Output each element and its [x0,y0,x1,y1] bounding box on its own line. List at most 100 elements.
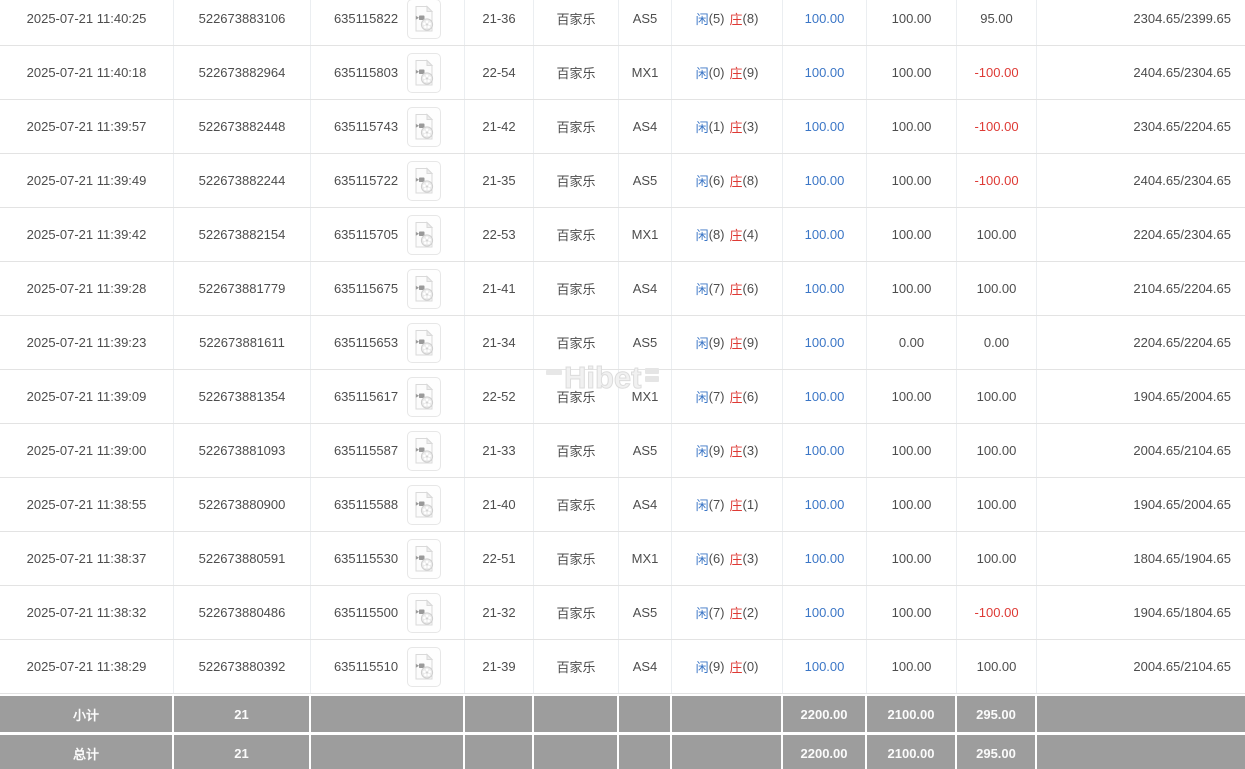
cell-bet-amount[interactable]: 100.00 [783,478,867,531]
cell-time: 2025-07-21 11:39:57 [0,100,174,153]
player-label: 闲 [695,228,709,243]
cell-game-id: 635115510 [311,640,465,693]
table-body: 2025-07-21 11:40:25 522673883106 6351158… [0,0,1245,694]
total-valid: 2100.00 [867,735,957,769]
player-score: (8) [708,227,725,242]
cell-table-code: AS5 [619,586,672,639]
cell-order-id: 522673882448 [174,100,311,153]
cell-bet-amount[interactable]: 100.00 [783,208,867,261]
cell-bet-amount[interactable]: 100.00 [783,316,867,369]
video-icon[interactable] [407,484,442,525]
video-icon[interactable] [407,592,442,633]
cell-result: 闲 (0) 庄 (9) [672,46,783,99]
video-icon[interactable] [407,160,442,201]
cell-balance: 1904.65/1804.65 [1133,605,1231,620]
cell-winloss: 100.00 [957,424,1037,477]
total-label: 总计 [0,735,174,769]
video-icon[interactable] [407,52,442,93]
subtotal-empty-cell [534,696,619,732]
cell-order-id: 522673880900 [174,478,311,531]
cell-round: 21-40 [465,478,534,531]
cell-result: 闲 (5) 庄 (8) [672,0,783,45]
cell-bet-amount[interactable]: 100.00 [783,532,867,585]
banker-score: (6) [742,281,759,296]
cell-winloss: 95.00 [957,0,1037,45]
cell-table-code: MX1 [619,208,672,261]
video-icon[interactable] [407,322,442,363]
cell-bet-amount[interactable]: 100.00 [783,640,867,693]
cell-order-id: 522673882964 [174,46,311,99]
cell-winloss: 100.00 [957,370,1037,423]
total-row: 总计 21 2200.00 2100.00 295.00 [0,735,1245,769]
table-row: 2025-07-21 11:38:29 522673880392 6351155… [0,640,1245,694]
table-row: 2025-07-21 11:39:49 522673882244 6351157… [0,154,1245,208]
cell-balance: 2004.65/2104.65 [1133,659,1231,674]
subtotal-winloss: 295.00 [957,696,1037,732]
video-icon[interactable] [407,268,442,309]
game-id-text: 635115653 [333,335,399,350]
total-empty-cell [465,735,534,769]
cell-game-type: 百家乐 [534,478,619,531]
cell-round: 22-53 [465,208,534,261]
cell-table-code: AS4 [619,478,672,531]
cell-table-code: AS4 [619,100,672,153]
player-label: 闲 [695,66,709,81]
video-icon[interactable] [407,0,442,39]
cell-round: 21-34 [465,316,534,369]
cell-valid-amount: 100.00 [867,532,957,585]
game-id-text: 635115803 [333,65,399,80]
video-icon[interactable] [407,106,442,147]
player-label: 闲 [695,390,709,405]
cell-bet-amount[interactable]: 100.00 [783,0,867,45]
cell-bet-amount[interactable]: 100.00 [783,46,867,99]
banker-label: 庄 [729,606,743,621]
cell-table-code: AS5 [619,316,672,369]
cell-bet-amount[interactable]: 100.00 [783,100,867,153]
video-icon[interactable] [407,376,442,417]
cell-balance: 1804.65/1904.65 [1133,551,1231,566]
cell-round: 22-54 [465,46,534,99]
player-score: (6) [708,173,725,188]
cell-balance: 2404.65/2304.65 [1133,173,1231,188]
cell-bet-amount[interactable]: 100.00 [783,586,867,639]
video-icon[interactable] [407,646,442,687]
cell-winloss: 100.00 [957,262,1037,315]
cell-game-type: 百家乐 [534,46,619,99]
cell-order-id: 522673880486 [174,586,311,639]
cell-table-code: MX1 [619,370,672,423]
cell-balance: 2204.65/2304.65 [1133,227,1231,242]
video-icon[interactable] [407,430,442,471]
cell-winloss: -100.00 [957,154,1037,207]
banker-label: 庄 [729,282,743,297]
cell-time: 2025-07-21 11:40:25 [0,0,174,45]
cell-time: 2025-07-21 11:39:00 [0,424,174,477]
total-empty-cell [1037,735,1245,769]
cell-order-id: 522673880392 [174,640,311,693]
cell-time: 2025-07-21 11:39:23 [0,316,174,369]
banker-label: 庄 [729,390,743,405]
cell-time: 2025-07-21 11:40:18 [0,46,174,99]
cell-time: 2025-07-21 11:39:49 [0,154,174,207]
cell-result: 闲 (6) 庄 (3) [672,532,783,585]
video-icon[interactable] [407,214,442,255]
video-icon[interactable] [407,538,442,579]
cell-game-type: 百家乐 [534,154,619,207]
cell-bet-amount[interactable]: 100.00 [783,370,867,423]
cell-bet-amount[interactable]: 100.00 [783,154,867,207]
cell-bet-amount[interactable]: 100.00 [783,424,867,477]
player-label: 闲 [695,552,709,567]
game-id-text: 635115587 [333,443,399,458]
cell-valid-amount: 100.00 [867,46,957,99]
cell-order-id: 522673881611 [174,316,311,369]
total-empty-cell [534,735,619,769]
cell-bet-amount[interactable]: 100.00 [783,262,867,315]
total-winloss: 295.00 [957,735,1037,769]
cell-game-type: 百家乐 [534,424,619,477]
player-score: (6) [708,551,725,566]
game-id-text: 635115588 [333,497,399,512]
banker-label: 庄 [729,174,743,189]
cell-order-id: 522673880591 [174,532,311,585]
cell-table-code: AS5 [619,0,672,45]
cell-order-id: 522673881354 [174,370,311,423]
